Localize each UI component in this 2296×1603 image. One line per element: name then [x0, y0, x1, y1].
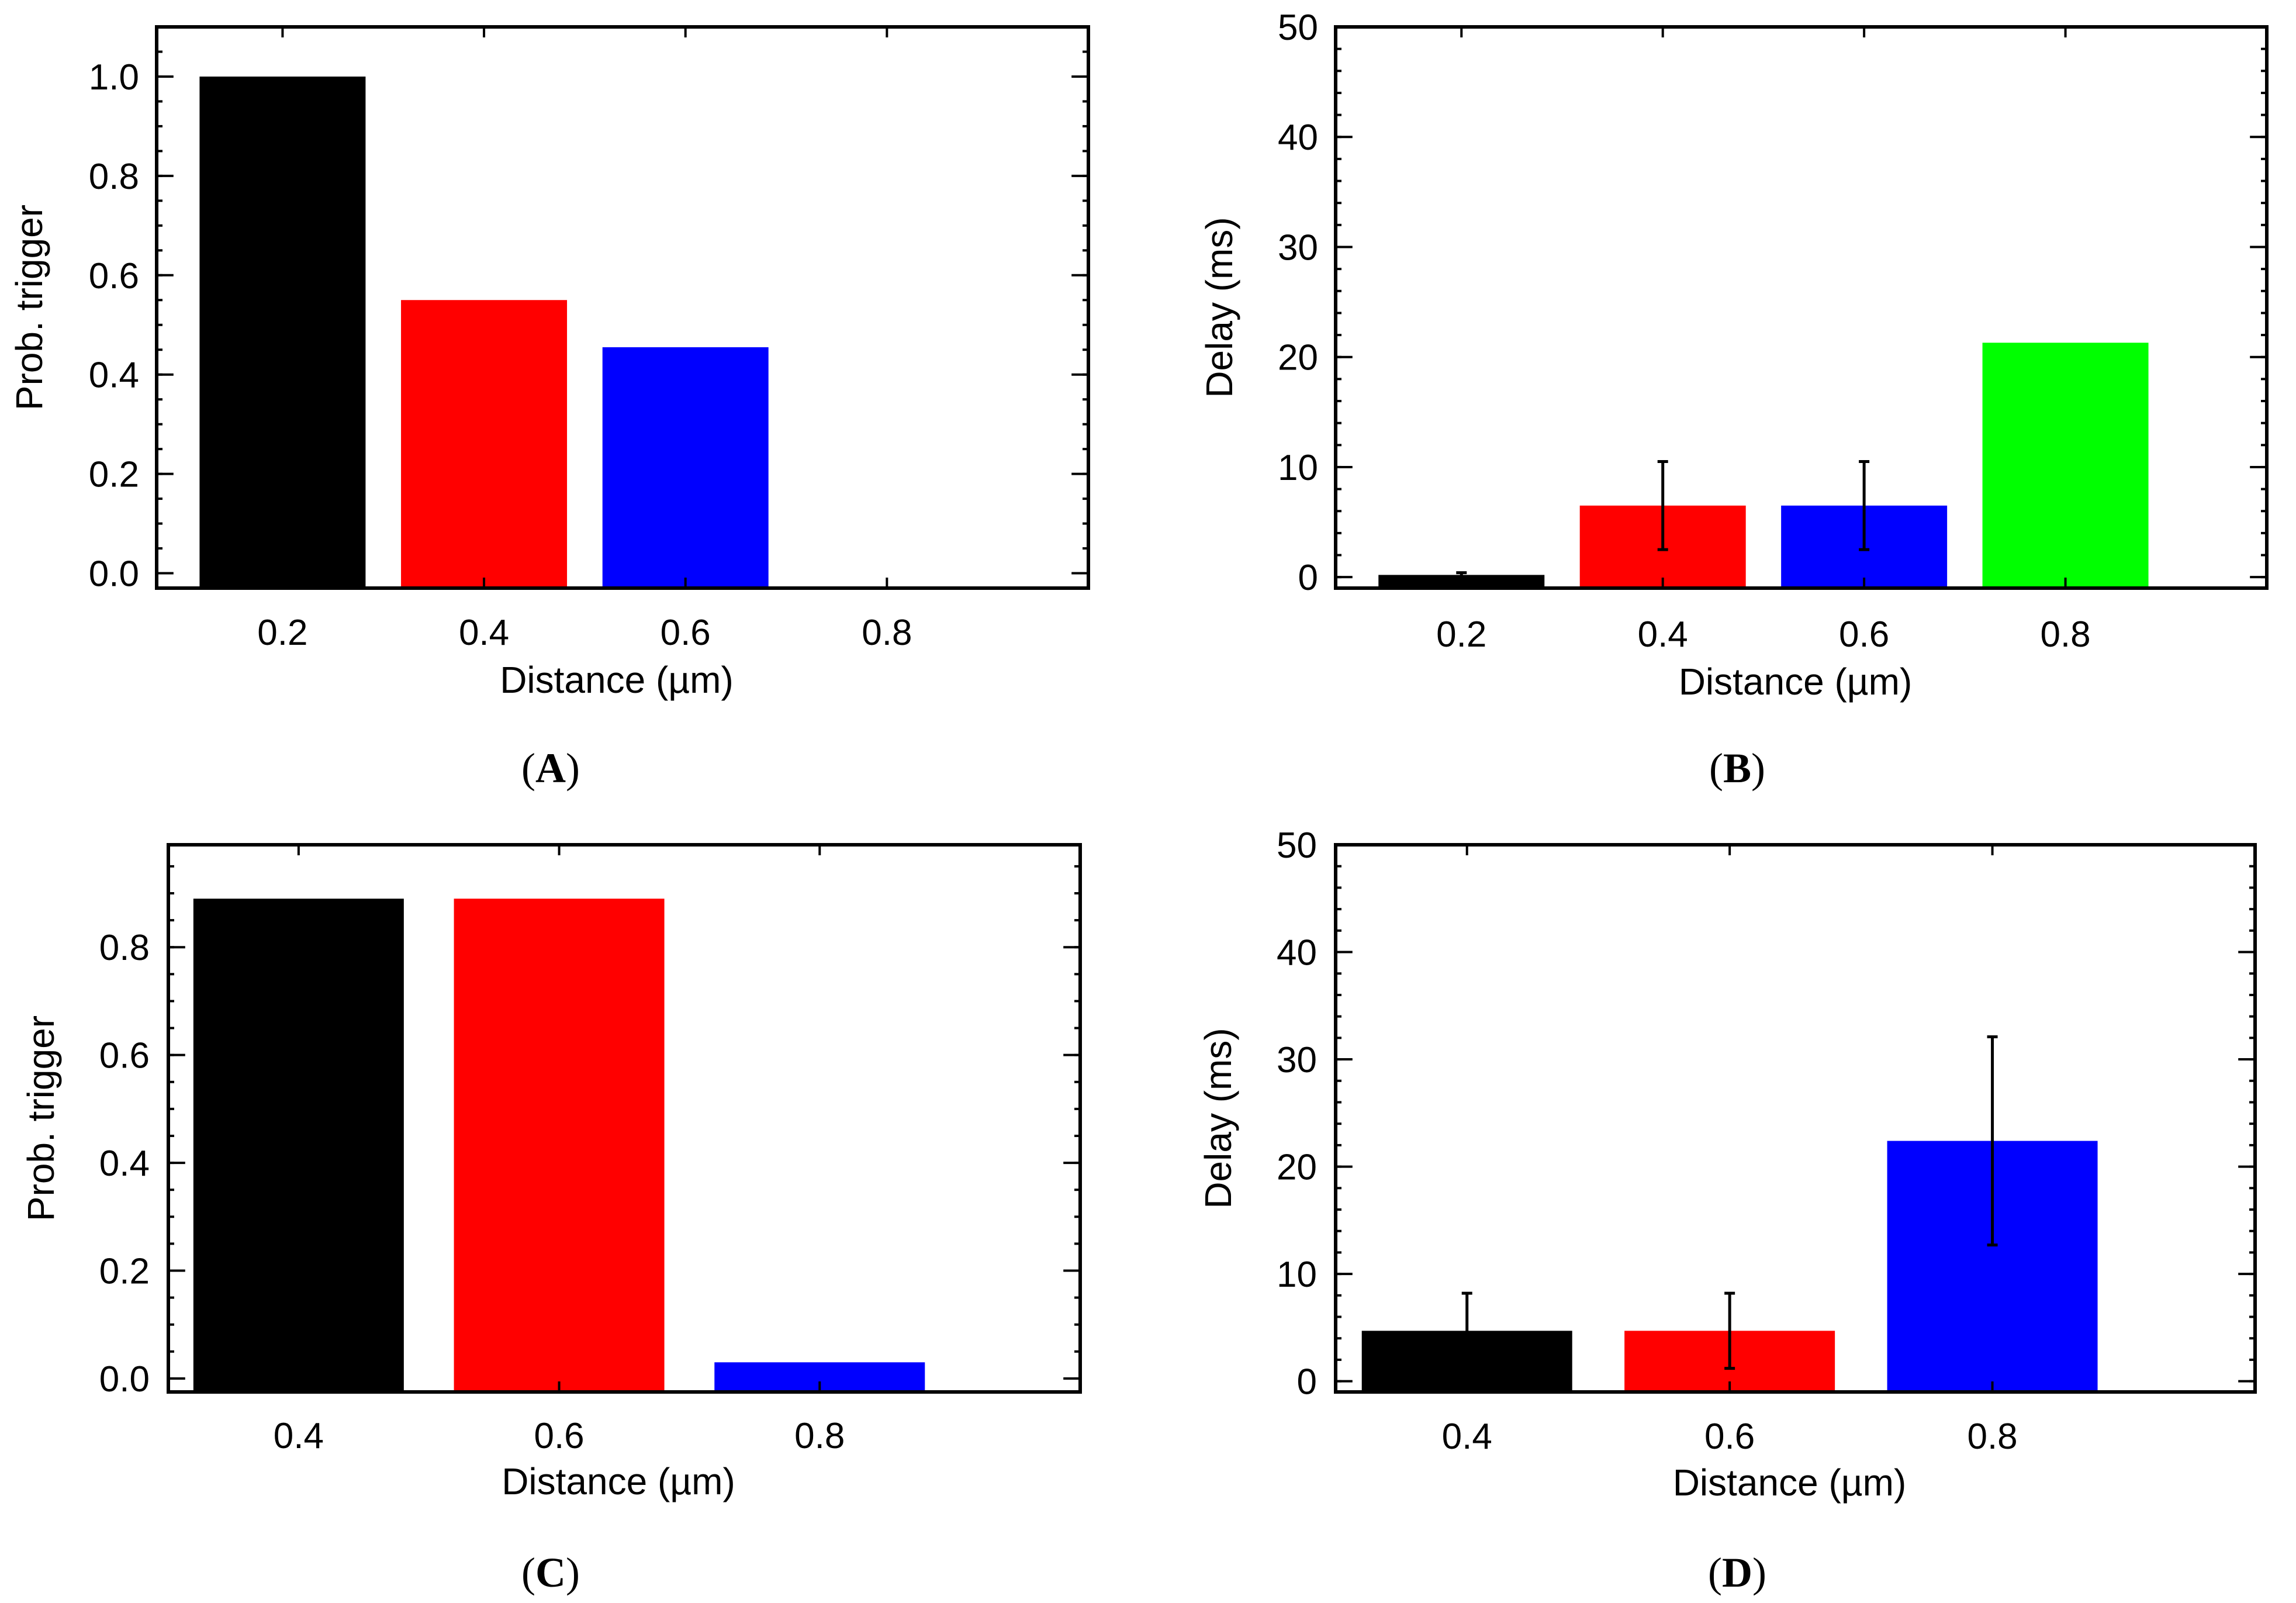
- y-tick-label: 40: [1278, 118, 1318, 158]
- bar-0.4: [193, 899, 404, 1392]
- x-axis-label: Distance (µm): [1679, 661, 1913, 703]
- panel-label-b: (B): [1709, 745, 1765, 792]
- y-tick-label: 0.8: [89, 157, 139, 197]
- y-tick-label: 40: [1277, 933, 1317, 973]
- x-tick-label: 0.4: [1638, 614, 1688, 655]
- y-tick-label: 10: [1278, 448, 1318, 488]
- y-tick-label: 10: [1277, 1255, 1317, 1295]
- y-tick-label: 0.2: [99, 1252, 150, 1292]
- y-tick-label: 20: [1278, 338, 1318, 378]
- panel-label-d: (D): [1708, 1549, 1766, 1596]
- plot-frame: [155, 25, 1090, 590]
- x-axis-label: Distance (µm): [502, 1460, 735, 1502]
- y-tick-label: 0: [1297, 1362, 1317, 1402]
- x-tick-label: 0.2: [257, 613, 307, 653]
- y-tick-label: 0: [1298, 558, 1318, 598]
- y-tick-label: 0.6: [89, 256, 139, 296]
- x-axis-label: Distance (µm): [1673, 1462, 1907, 1504]
- y-tick-label: 50: [1277, 825, 1317, 866]
- chart-panel-d: 0 10 20 30 40 50 0.4 0.6 0.8 Distance (µm) Delay (…: [1197, 825, 2257, 1504]
- y-axis-label: Prob. trigger: [8, 205, 50, 410]
- panel-label-c: (C): [521, 1549, 580, 1596]
- x-tick-label: 0.2: [1436, 614, 1486, 655]
- chart-panel-a: 0.0 0.2 0.4 0.6 0.8 1.0 0.2 0.4 0.6 0.8 Distance (…: [8, 25, 1090, 701]
- y-tick-label: 20: [1277, 1148, 1317, 1188]
- plot-frame: [1334, 25, 2269, 590]
- x-tick-label: 0.8: [794, 1416, 845, 1456]
- y-tick-label: 1.0: [89, 57, 139, 98]
- x-tick-label: 0.6: [1704, 1417, 1755, 1457]
- plot-frame: [1334, 843, 2257, 1394]
- bar-0.2: [199, 76, 366, 588]
- x-tick-label: 0.6: [534, 1416, 584, 1456]
- y-tick-label: 50: [1278, 8, 1318, 48]
- y-axis-label: Prob. trigger: [20, 1015, 62, 1221]
- x-axis-label: Distance (µm): [500, 659, 734, 701]
- y-tick-label: 0.4: [89, 355, 139, 396]
- y-tick-label: 0.0: [89, 554, 139, 595]
- x-tick-label: 0.4: [274, 1416, 324, 1456]
- plot-frame: [167, 843, 1082, 1394]
- chart-panel-b: 0 10 20 30 40 50 0.2 0.4 0.6 0.8 Distance (µm) Dela…: [1198, 8, 2269, 703]
- bar-0.4: [401, 300, 568, 588]
- x-tick-label: 0.6: [1839, 614, 1889, 655]
- bar-0.6: [602, 347, 769, 588]
- bar-0.6: [454, 899, 665, 1392]
- y-tick-label: 0.0: [99, 1359, 150, 1400]
- y-tick-label: 30: [1277, 1040, 1317, 1080]
- y-tick-label: 0.6: [99, 1036, 150, 1076]
- panel-label-a: (A): [521, 745, 580, 792]
- x-tick-label: 0.4: [459, 613, 509, 653]
- y-tick-label: 0.4: [99, 1143, 150, 1184]
- x-tick-label: 0.8: [1967, 1417, 2017, 1457]
- x-tick-label: 0.6: [661, 613, 711, 653]
- y-tick-label: 0.2: [89, 455, 139, 495]
- x-tick-label: 0.8: [862, 613, 912, 653]
- x-tick-label: 0.4: [1442, 1417, 1492, 1457]
- chart-panel-c: 0.0 0.2 0.4 0.6 0.8 0.4 0.6 0.8 Distance (µm) Pro…: [20, 843, 1082, 1502]
- x-tick-label: 0.8: [2040, 614, 2090, 655]
- y-tick-label: 30: [1278, 227, 1318, 268]
- y-axis-label: Delay (ms): [1198, 217, 1240, 398]
- y-tick-label: 0.8: [99, 928, 150, 968]
- y-axis-label: Delay (ms): [1197, 1028, 1239, 1208]
- bar-0.8: [1982, 343, 2149, 588]
